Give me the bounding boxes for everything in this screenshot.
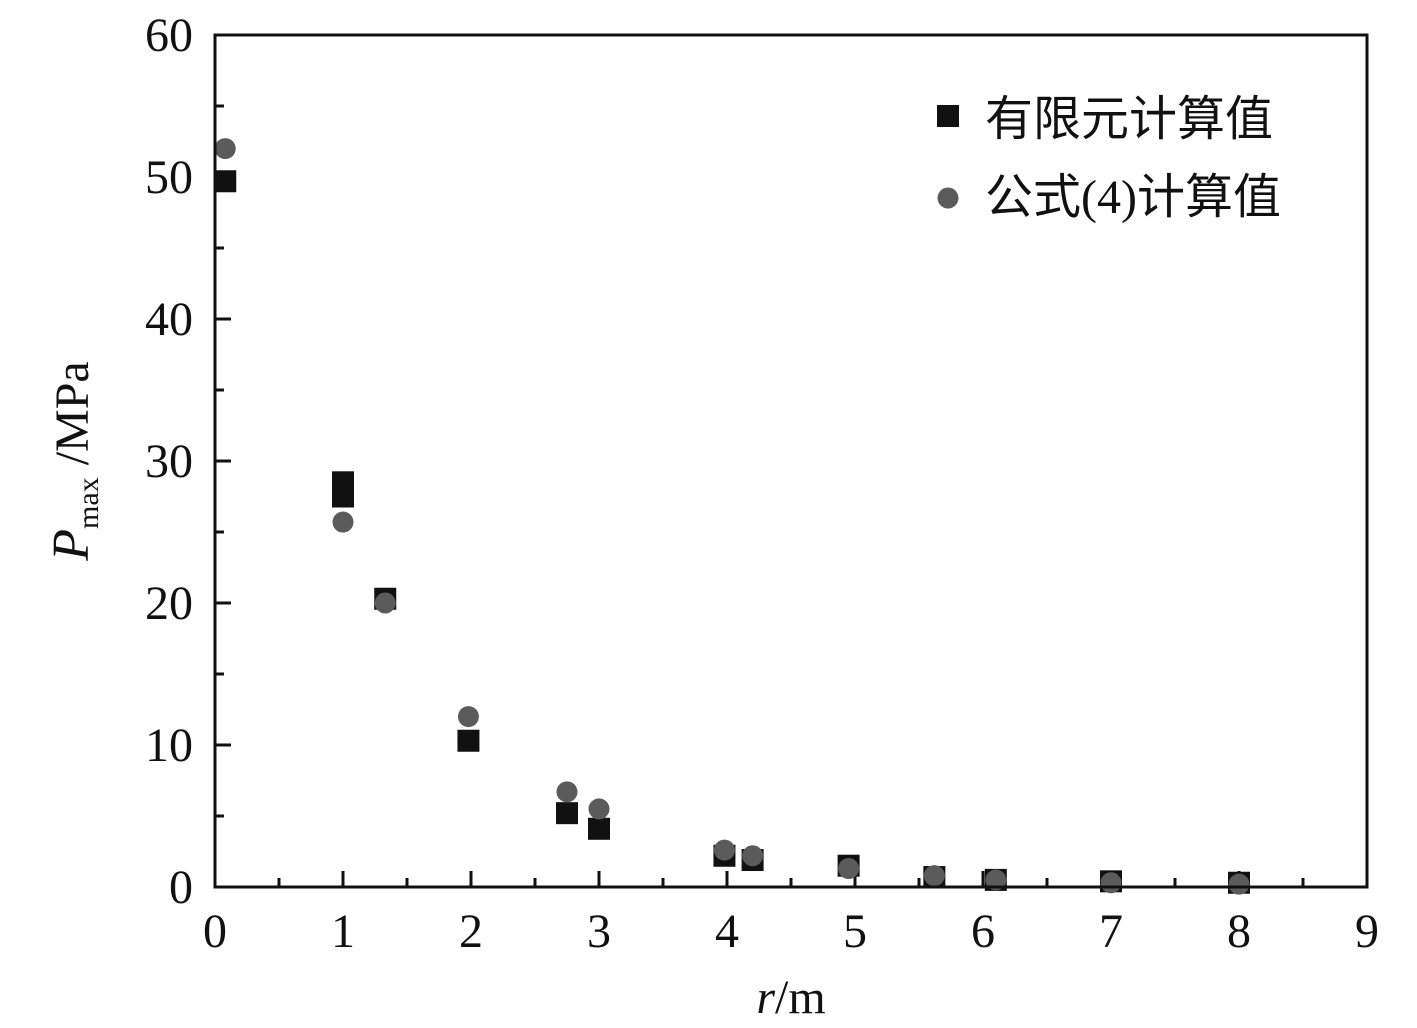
y-tick-label: 30 <box>145 435 193 488</box>
formula-data-point <box>214 138 236 160</box>
legend: 有限元计算值 公式(4)计算值 <box>937 93 1281 224</box>
formula-data-point <box>742 845 764 867</box>
formula-data-point <box>1228 873 1250 895</box>
formula-data-point <box>985 869 1007 891</box>
x-tick-label: 6 <box>971 905 995 958</box>
plot-frame <box>213 33 1369 889</box>
y-axis-unit: /MPa <box>46 361 99 477</box>
formula-data-point <box>374 592 396 614</box>
legend-square-marker <box>937 105 959 127</box>
x-tick-label: 5 <box>843 905 867 958</box>
x-tick-label: 1 <box>331 905 355 958</box>
y-tick-label: 10 <box>145 719 193 772</box>
legend-circle-marker <box>937 187 959 209</box>
x-tick-label: 8 <box>1227 905 1251 958</box>
x-axis-var: r <box>756 971 775 1023</box>
x-tick-label: 2 <box>459 905 483 958</box>
fem-data-point <box>332 471 354 494</box>
formula-data-point <box>838 858 860 880</box>
formula-data-point <box>1100 872 1122 894</box>
formula-data-point <box>332 511 354 533</box>
y-tick-label: 50 <box>145 151 193 204</box>
x-tick-label: 3 <box>587 905 611 958</box>
x-tick-label: 4 <box>715 905 739 958</box>
fem-data-point <box>214 170 237 193</box>
x-tick-label: 7 <box>1099 905 1123 958</box>
fem-data-point <box>457 729 480 752</box>
x-tick-label: 0 <box>203 905 227 958</box>
y-axis-subscript: max <box>72 477 105 529</box>
y-axis-var: P <box>43 529 100 562</box>
formula-data-point <box>713 839 735 861</box>
formula-data-point <box>556 781 578 803</box>
y-tick-label: 40 <box>145 293 193 346</box>
fem-data-point <box>588 817 610 840</box>
formula-data-point <box>588 798 610 820</box>
y-tick-label: 20 <box>145 577 193 630</box>
formula-data-point <box>457 706 479 728</box>
y-tick-label: 0 <box>169 861 193 914</box>
legend-label-fem: 有限元计算值 <box>985 93 1273 146</box>
formula-data-point <box>923 865 945 887</box>
points-layer <box>214 138 1250 895</box>
fem-data-point <box>556 802 578 825</box>
x-tick-label: 9 <box>1355 905 1379 958</box>
ticks-layer: 0 1 2 3 4 5 6 7 8 9 0 10 20 30 40 50 60 <box>145 9 1379 958</box>
y-axis-title: Pmax /MPa <box>43 361 105 561</box>
x-axis-title: r/m <box>756 971 825 1023</box>
y-tick-label: 60 <box>145 9 193 62</box>
x-axis-unit: /m <box>775 971 826 1023</box>
legend-label-formula: 公式(4)计算值 <box>985 171 1281 224</box>
